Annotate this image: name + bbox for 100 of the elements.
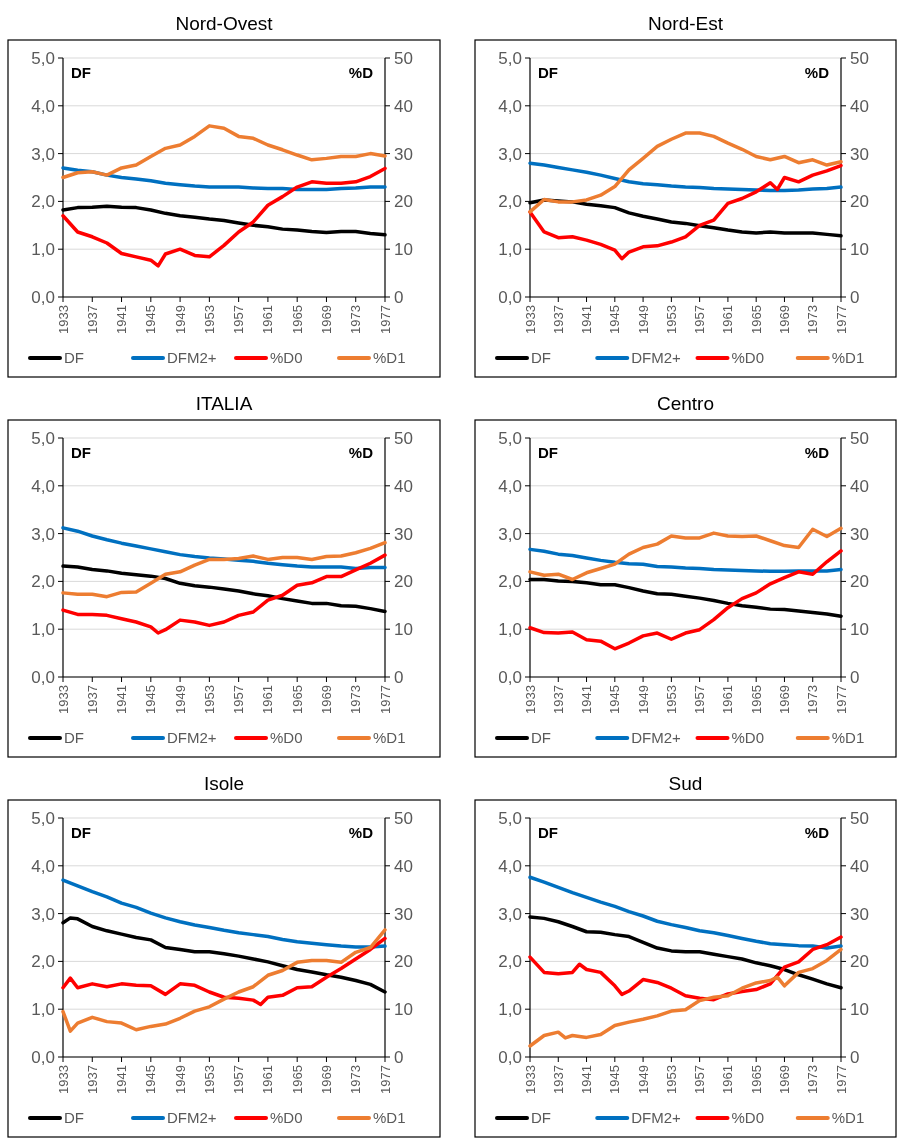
y2-tick-label: 10: [850, 620, 869, 640]
x-tick-label: 1933: [522, 305, 538, 334]
x-tick-label: 1965: [289, 1065, 305, 1094]
y-tick-label: 1,0: [31, 240, 55, 260]
x-tick-label: 1973: [348, 685, 364, 714]
y2-tick-label: 20: [850, 192, 869, 212]
x-tick-label: 1949: [635, 305, 651, 334]
x-tick-label: 1961: [260, 1065, 276, 1094]
line-series: [528, 947, 843, 1048]
y-axis-title: DF: [538, 64, 558, 81]
x-tick-label: 1941: [579, 1065, 595, 1094]
y-tick-label: 0,0: [498, 287, 522, 307]
x-tick-label: 1957: [692, 1065, 708, 1094]
x-tick-label: 1969: [319, 305, 334, 334]
y2-tick-label: 0: [394, 1047, 404, 1067]
legend-label: DF: [531, 1109, 551, 1127]
x-tick-label: 1969: [319, 1065, 334, 1094]
line-series: [528, 875, 843, 950]
line-series: [61, 124, 387, 180]
y2-tick-label: 0: [850, 1047, 860, 1067]
x-tick-label: 1973: [348, 1065, 364, 1094]
x-tick-label: 1965: [289, 685, 305, 714]
x-tick-label: 1965: [748, 305, 764, 334]
x-tick-label: 1945: [143, 1065, 159, 1094]
legend-label: %D0: [731, 729, 765, 747]
y2-tick-label: 40: [850, 856, 869, 876]
y-tick-label: 3,0: [498, 904, 522, 924]
y2-tick-label: 30: [850, 524, 869, 544]
x-tick-label: 1953: [663, 305, 679, 334]
x-tick-label: 1933: [522, 1065, 538, 1094]
line-series: [528, 161, 843, 193]
x-tick-label: 1965: [748, 685, 764, 714]
x-tick-label: 1961: [260, 685, 276, 714]
y2-tick-label: 30: [394, 144, 413, 164]
y2-tick-label: 30: [850, 904, 869, 924]
y2-tick-label: 50: [850, 808, 869, 828]
legend-label: %D0: [270, 349, 303, 367]
y2-axis-title: %D: [348, 444, 374, 461]
y-tick-label: 5,0: [31, 48, 55, 68]
x-tick-label: 1969: [319, 685, 334, 714]
y2-axis-title: %D: [348, 64, 374, 81]
legend-label: %D0: [270, 729, 303, 747]
legend-label: DF: [64, 349, 84, 367]
x-tick-label: 1973: [348, 305, 364, 334]
x-tick-label: 1941: [114, 685, 130, 714]
x-tick-label: 1937: [550, 1065, 566, 1094]
line-series: [528, 526, 843, 582]
legend-label: DF: [531, 349, 551, 367]
y2-tick-label: 50: [850, 48, 869, 68]
legend-label: DFM2+: [167, 729, 217, 747]
x-tick-label: 1969: [777, 305, 792, 334]
y-tick-label: 5,0: [31, 428, 55, 448]
y-tick-label: 2,0: [498, 952, 522, 972]
x-tick-label: 1973: [805, 305, 821, 334]
y2-tick-label: 40: [394, 96, 413, 116]
x-tick-label: 1961: [720, 305, 736, 334]
y-axis-title: DF: [538, 444, 558, 461]
y-tick-label: 2,0: [498, 192, 522, 212]
line-series: [528, 131, 843, 214]
legend-label: DFM2+: [167, 1109, 217, 1127]
x-tick-label: 1945: [607, 685, 623, 714]
y2-tick-label: 10: [394, 620, 413, 640]
y2-tick-label: 10: [850, 1000, 869, 1020]
y2-tick-label: 40: [394, 856, 413, 876]
x-tick-label: 1949: [635, 1065, 651, 1094]
x-tick-label: 1965: [748, 1065, 764, 1094]
y-tick-label: 3,0: [498, 524, 522, 544]
y-tick-label: 5,0: [31, 808, 55, 828]
line-series: [61, 936, 387, 1007]
y2-tick-label: 30: [394, 524, 413, 544]
legend-label: DFM2+: [631, 1109, 682, 1127]
y2-tick-label: 50: [850, 428, 869, 448]
x-tick-label: 1933: [55, 1065, 71, 1094]
y-tick-label: 1,0: [498, 240, 522, 260]
y-tick-label: 0,0: [498, 667, 522, 687]
line-series: [61, 928, 387, 1033]
y2-tick-label: 20: [394, 952, 413, 972]
line-series: [528, 163, 843, 261]
y2-tick-label: 50: [394, 808, 413, 828]
y-tick-label: 1,0: [31, 620, 55, 640]
y2-tick-label: 20: [394, 572, 413, 592]
line-series: [528, 547, 843, 574]
x-tick-label: 1937: [84, 305, 100, 334]
x-tick-label: 1949: [172, 305, 188, 334]
y-axis-title: DF: [71, 444, 91, 461]
y2-tick-label: 40: [850, 476, 869, 496]
x-tick-label: 1949: [172, 685, 188, 714]
y-axis-title: DF: [71, 824, 91, 841]
x-tick-label: 1933: [522, 685, 538, 714]
y2-tick-label: 50: [394, 428, 413, 448]
line-series: [61, 166, 387, 268]
legend-label: %D0: [731, 1109, 765, 1127]
line-series: [61, 540, 387, 599]
x-tick-label: 1957: [692, 305, 708, 334]
y2-tick-label: 0: [850, 287, 860, 307]
y-tick-label: 0,0: [31, 667, 55, 687]
x-tick-label: 1977: [377, 305, 393, 334]
chart-title: Sud: [668, 773, 703, 794]
y-tick-label: 5,0: [498, 428, 522, 448]
x-tick-label: 1941: [114, 305, 130, 334]
